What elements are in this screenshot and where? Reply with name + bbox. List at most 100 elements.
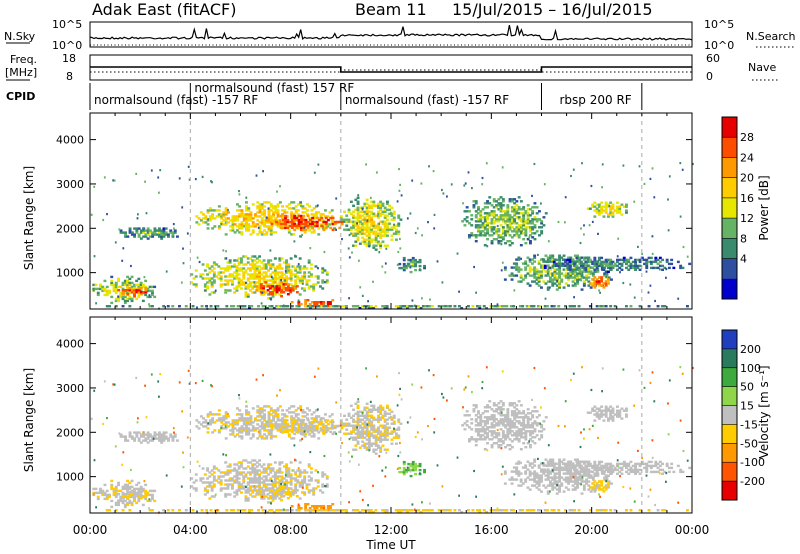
velocity-cell [504,438,507,441]
velocity-cell [249,493,252,496]
velocity-cell [402,472,406,476]
power-cell [600,305,604,308]
velocity-cell [244,475,248,478]
power-cell [542,216,546,219]
velocity-cell [486,422,489,425]
power-cell [268,305,272,308]
power-cell [616,209,619,212]
power-cell [139,281,143,285]
power-cell [273,267,277,270]
velocity-cell [287,433,291,436]
power-cell [286,226,290,230]
power-cell [633,200,636,203]
velocity-cell [117,489,120,493]
power-cell [522,218,526,221]
power-cell [537,305,540,308]
power-cell [308,221,312,224]
velocity-cell [324,429,327,432]
power-cell [542,224,546,227]
power-cell [470,232,474,235]
velocity-cell [519,404,523,407]
velocity-cell [231,487,234,490]
velocity-cell [540,424,544,427]
velocity-cell [117,503,120,507]
power-cell [625,205,628,208]
power-cell [670,258,674,262]
velocity-cell [255,481,259,484]
velocity-cell [381,414,385,417]
power-cell [513,230,517,233]
velocity-cell [281,409,284,412]
velocity-cell [269,469,273,472]
velocity-cell [508,418,512,421]
velocity-cell [294,483,298,486]
power-cell [260,231,264,234]
power-cell [486,245,489,248]
velocity-cell [126,493,130,496]
power-cell [528,274,532,277]
power-cell [501,236,505,239]
velocity-cell [271,491,275,494]
power-cell [562,274,566,277]
velocity-cell [224,415,228,418]
power-cell [215,263,219,266]
velocity-cell [367,444,371,447]
power-cell [474,202,478,205]
power-cell [349,232,353,235]
power-cell [224,213,228,216]
velocity-cell [411,468,415,472]
power-cell [356,206,360,209]
velocity-cell [217,477,221,480]
power-cell [585,274,588,277]
power-cell [153,285,157,289]
velocity-cell [379,408,383,411]
power-cell [235,271,239,274]
velocity-cell [162,439,166,442]
power-cell [213,217,217,220]
power-cell [181,206,184,209]
power-cell [260,302,263,305]
power-cell [260,233,264,236]
power-cell [593,205,597,208]
power-cell [249,277,252,280]
power-cell [122,247,125,250]
power-cell [365,234,369,237]
velocity-cell [262,479,266,482]
velocity-cell [372,426,376,429]
velocity-cell [206,485,209,488]
power-cell [213,225,217,228]
velocity-cell [294,479,298,482]
power-cell [490,226,494,229]
power-cell [488,196,492,199]
power-cell [602,215,606,218]
power-cell [212,275,216,278]
power-cell [352,220,355,223]
velocity-cell [305,485,309,488]
velocity-cell [227,415,230,418]
power-cell [649,260,653,264]
velocity-cell [528,464,532,467]
power-cell [240,213,244,216]
velocity-cell [465,410,469,413]
power-cell [258,283,261,286]
power-cell [385,307,389,310]
velocity-cell [379,436,383,439]
power-cell [137,235,141,238]
velocity-cell [269,431,273,434]
power-cell [249,257,252,260]
power-cell [275,291,279,294]
power-cell [103,176,106,179]
power-cell [529,220,532,223]
velocity-cell [528,478,532,481]
velocity-cell [121,493,125,496]
velocity-cell [219,479,223,482]
velocity-cell [212,467,216,470]
velocity-cell [256,411,260,414]
velocity-cell [479,420,483,423]
velocity-cell [304,428,308,432]
velocity-cell [258,489,261,492]
velocity-cell [267,415,271,418]
power-cell [358,230,362,233]
power-cell [537,284,541,287]
velocity-cell [324,413,327,416]
